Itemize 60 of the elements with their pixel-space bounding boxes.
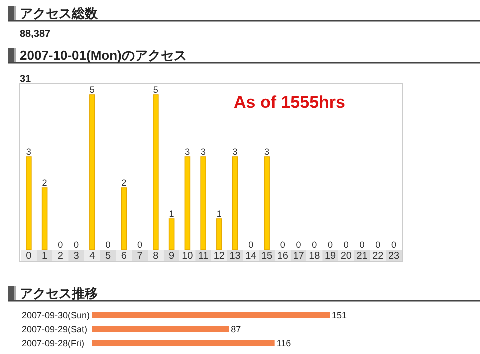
x-tick: 17 (293, 251, 304, 262)
x-tick: 23 (388, 251, 400, 262)
x-tick: 5 (106, 251, 112, 262)
x-tick: 20 (340, 251, 352, 262)
data-label: 0 (296, 240, 302, 250)
x-tick: 19 (325, 251, 336, 262)
x-tick: 18 (309, 251, 320, 262)
title: アクセス推移 (20, 286, 98, 301)
data-label: 2 (122, 178, 127, 188)
y-tick: 2007-09-30(Sun) (22, 310, 90, 320)
annotation: 88,387 (20, 29, 51, 40)
annotation: As of 1555hrs (234, 93, 346, 112)
data-label: 3 (264, 147, 270, 157)
data-label: 116 (276, 338, 292, 348)
data-label: 3 (26, 147, 32, 157)
data-label: 1 (216, 209, 222, 219)
x-tick: 21 (356, 251, 368, 262)
data-label: 1 (169, 209, 174, 219)
x-tick: 13 (230, 251, 241, 262)
data-label: 0 (58, 240, 64, 250)
data-label: 0 (280, 240, 286, 250)
x-tick: 0 (26, 251, 32, 262)
x-tick: 12 (214, 251, 225, 262)
data-label: 3 (201, 147, 206, 157)
data-label: 5 (153, 85, 158, 95)
data-label: 0 (138, 240, 143, 250)
x-tick: 1 (42, 251, 48, 262)
title: アクセス総数 (20, 6, 98, 21)
x-tick: 8 (153, 251, 159, 262)
data-label: 0 (392, 240, 397, 250)
x-tick: 14 (246, 251, 257, 262)
x-tick: 10 (182, 251, 194, 262)
y-tick: 2007-09-28(Fri) (22, 338, 85, 348)
y-tick: 2007-09-29(Sat) (22, 324, 88, 334)
title: 2007-10-01(Mon)のアクセス (20, 48, 187, 63)
data-label: 0 (106, 240, 111, 250)
x-tick: 11 (198, 251, 209, 262)
x-tick: 16 (277, 251, 288, 262)
data-label: 0 (248, 240, 254, 250)
x-tick: 15 (262, 251, 273, 262)
data-label: 2 (42, 178, 48, 188)
x-tick: 22 (372, 251, 384, 262)
x-tick: 7 (137, 251, 143, 262)
data-label: 3 (232, 147, 238, 157)
x-tick: 3 (74, 251, 80, 262)
data-label: 0 (344, 240, 349, 250)
x-tick: 6 (121, 251, 127, 262)
data-label: 0 (328, 240, 334, 250)
data-label: 0 (360, 240, 365, 250)
data-label: 151 (332, 310, 348, 320)
x-tick: 2 (58, 251, 64, 262)
data-label: 0 (312, 240, 318, 250)
data-label: 5 (90, 85, 95, 95)
x-tick: 9 (169, 251, 175, 262)
data-label: 3 (185, 147, 190, 157)
x-tick: 4 (90, 251, 96, 262)
data-label: 0 (74, 240, 80, 250)
data-label: 0 (376, 240, 381, 250)
subtitle: 31 (20, 74, 32, 85)
data-label: 87 (231, 324, 242, 334)
